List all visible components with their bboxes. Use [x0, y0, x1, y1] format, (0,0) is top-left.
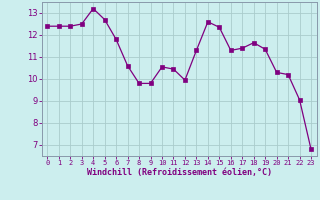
- X-axis label: Windchill (Refroidissement éolien,°C): Windchill (Refroidissement éolien,°C): [87, 168, 272, 177]
